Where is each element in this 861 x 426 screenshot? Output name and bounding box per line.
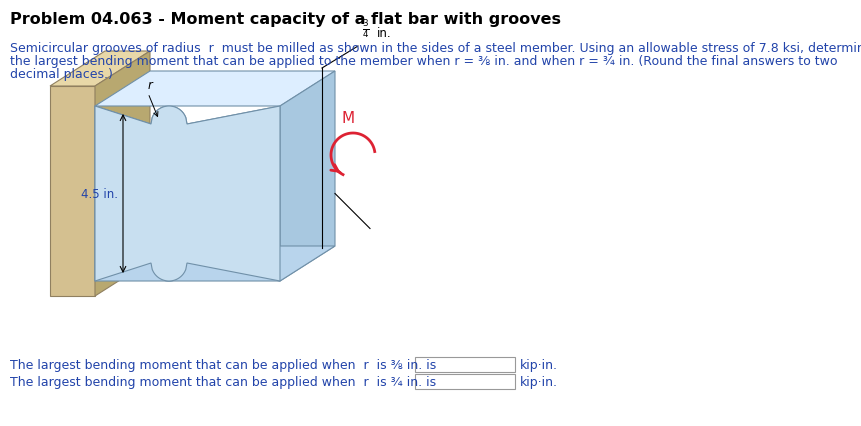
Text: Problem 04.063 - Moment capacity of a flat bar with grooves: Problem 04.063 - Moment capacity of a fl… xyxy=(10,12,561,27)
Text: r: r xyxy=(147,79,152,92)
Text: kip·in.: kip·in. xyxy=(519,376,557,389)
Text: M: M xyxy=(341,111,354,126)
Polygon shape xyxy=(95,72,335,107)
Polygon shape xyxy=(95,107,280,281)
Bar xyxy=(414,374,514,389)
Polygon shape xyxy=(95,246,335,281)
Text: decimal places.): decimal places.) xyxy=(10,68,113,81)
Text: The largest bending moment that can be applied when  r  is ⅜ in. is: The largest bending moment that can be a… xyxy=(10,358,436,371)
Text: the largest bending moment that can be applied to the member when r = ⅜ in. and : the largest bending moment that can be a… xyxy=(10,55,837,68)
Text: The largest bending moment that can be applied when  r  is ¾ in. is: The largest bending moment that can be a… xyxy=(10,375,436,388)
Bar xyxy=(414,357,514,372)
Text: 4.5 in.: 4.5 in. xyxy=(81,187,118,201)
Polygon shape xyxy=(95,52,150,296)
Text: $\frac{3}{4}$: $\frac{3}{4}$ xyxy=(362,18,369,40)
Polygon shape xyxy=(50,52,150,87)
Text: kip·in.: kip·in. xyxy=(519,359,557,371)
Text: Semicircular grooves of radius  r  must be milled as shown in the sides of a ste: Semicircular grooves of radius r must be… xyxy=(10,42,861,55)
Polygon shape xyxy=(280,72,335,281)
Text: in.: in. xyxy=(376,27,391,40)
Polygon shape xyxy=(50,87,95,296)
Polygon shape xyxy=(95,107,280,281)
